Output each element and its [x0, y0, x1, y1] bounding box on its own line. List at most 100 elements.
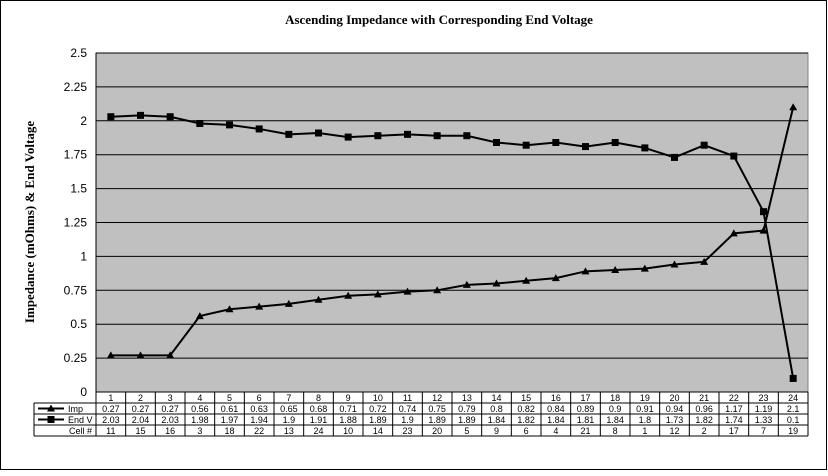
table-value: 0.56 [191, 404, 209, 414]
cell-number: 1 [642, 426, 647, 436]
x-tick-label: 16 [551, 393, 561, 403]
table-value: 1.19 [755, 404, 773, 414]
x-tick-label: 8 [316, 393, 321, 403]
data-point-square [700, 141, 708, 149]
table-value: 0.74 [399, 404, 417, 414]
table-value: 0.8 [490, 404, 503, 414]
data-point-square [611, 138, 619, 146]
y-tick-label: 1.75 [64, 148, 88, 162]
data-point-triangle [373, 290, 382, 298]
data-point-square [582, 143, 589, 151]
data-point-triangle [225, 305, 234, 313]
cell-number: 22 [254, 426, 264, 436]
data-point-triangle [670, 260, 679, 268]
data-point-square [671, 153, 678, 161]
data-point-triangle [640, 264, 649, 272]
y-axis-label: Impedance (mOhms) & End Voltage [22, 121, 37, 323]
table-value: 0.71 [339, 404, 357, 414]
table-value: 1.74 [725, 415, 743, 425]
data-point-square [641, 144, 649, 152]
legend-square-marker [47, 416, 55, 423]
x-tick-label: 23 [758, 393, 768, 403]
cell-number: 15 [135, 426, 145, 436]
data-point-square [255, 125, 263, 133]
cell-number: 3 [197, 426, 202, 436]
table-value: 0.82 [517, 404, 535, 414]
legend-entry: End V [68, 415, 93, 425]
data-point-square [433, 132, 441, 140]
y-tick-label: 0.75 [64, 283, 88, 297]
table-value: 0.1 [787, 415, 800, 425]
data-point-triangle [492, 279, 501, 287]
cell-number: 24 [313, 426, 323, 436]
cell-number: 21 [580, 426, 590, 436]
data-point-square [226, 121, 233, 129]
x-tick-label: 21 [699, 393, 709, 403]
x-tick-label: 10 [373, 393, 383, 403]
table-value: 0.65 [280, 404, 298, 414]
x-tick-label: 19 [640, 393, 650, 403]
cell-number: 8 [613, 426, 618, 436]
data-point-triangle [106, 351, 115, 359]
legend-triangle-marker [47, 404, 55, 412]
cell-number: 19 [788, 426, 798, 436]
cell-number: 14 [373, 426, 383, 436]
table-value: 2.1 [787, 404, 800, 414]
cell-number: 16 [165, 426, 175, 436]
cell-number: 18 [224, 426, 234, 436]
table-value: 0.89 [577, 404, 595, 414]
table-value: 0.75 [428, 404, 446, 414]
series-line [110, 114, 795, 379]
data-point-triangle [759, 226, 768, 234]
table-value: 1.94 [250, 415, 268, 425]
table-value: 1.8 [639, 415, 652, 425]
table-value: 0.79 [458, 404, 476, 414]
y-tick-label: 2.25 [64, 80, 88, 94]
table-value: 1.89 [369, 415, 387, 425]
table-value: 1.84 [547, 415, 565, 425]
table-row-label: Cell # [69, 426, 92, 436]
y-tick-label: 2.5 [70, 46, 87, 60]
y-tick-label: 0.5 [70, 317, 87, 331]
cell-number: 23 [402, 426, 412, 436]
x-tick-label: 3 [168, 393, 173, 403]
table-value: 0.68 [310, 404, 328, 414]
table-value: 1.82 [695, 415, 713, 425]
data-point-triangle [581, 267, 590, 275]
cell-number: 4 [553, 426, 558, 436]
data-point-square [404, 130, 411, 138]
data-point-square [344, 133, 352, 141]
table-value: 1.84 [488, 415, 506, 425]
x-tick-label: 14 [491, 393, 501, 403]
data-point-triangle [700, 257, 709, 265]
table-value: 2.04 [132, 415, 150, 425]
x-tick-label: 15 [521, 393, 531, 403]
data-point-triangle [314, 295, 323, 303]
data-point-triangle [551, 274, 560, 282]
table-value: 1.33 [755, 415, 773, 425]
data-point-square [166, 113, 174, 121]
data-point-square [107, 113, 115, 121]
table-value: 1.89 [458, 415, 476, 425]
x-tick-label: 18 [610, 393, 620, 403]
x-tick-label: 20 [669, 393, 679, 403]
table-value: 2.03 [102, 415, 120, 425]
data-point-triangle [403, 287, 412, 295]
table-value: 0.84 [547, 404, 565, 414]
table-value: 0.61 [221, 404, 239, 414]
data-point-triangle [284, 299, 293, 307]
data-point-triangle [789, 103, 798, 111]
y-tick-label: 0.25 [64, 351, 88, 365]
table-value: 0.72 [369, 404, 387, 414]
x-tick-label: 4 [197, 393, 202, 403]
series-line [110, 107, 795, 357]
y-tick-label: 0 [80, 385, 87, 399]
data-point-square [552, 138, 560, 146]
cell-number: 17 [729, 426, 739, 436]
y-tick-label: 2 [80, 114, 87, 128]
table-value: 0.27 [102, 404, 120, 414]
table-value: 0.9 [609, 404, 622, 414]
x-tick-label: 17 [580, 393, 590, 403]
